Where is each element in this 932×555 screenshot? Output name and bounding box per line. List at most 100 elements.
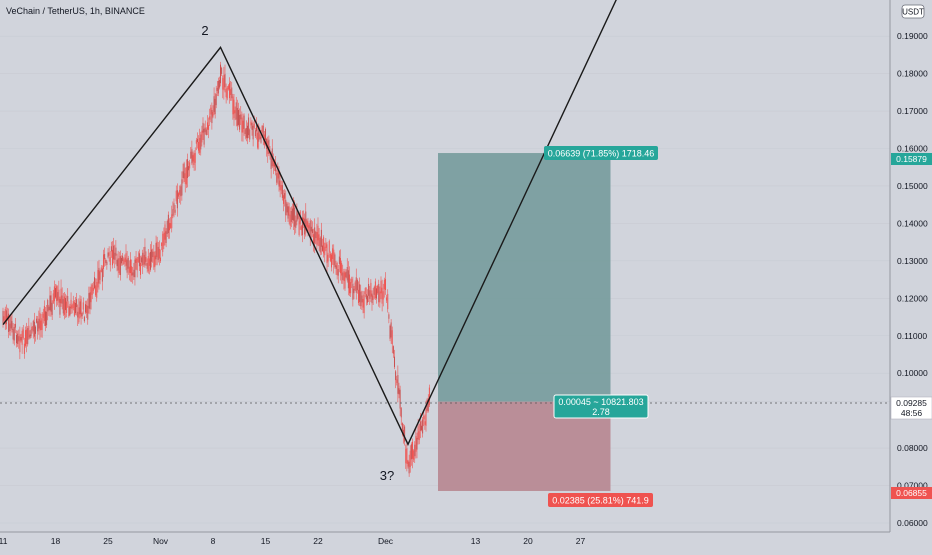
- candle-body: [379, 291, 381, 303]
- candle-body: [190, 151, 192, 159]
- current-price-badge: 0.09285 48:56: [890, 396, 932, 420]
- candle-body: [249, 129, 251, 140]
- candle-body: [298, 220, 300, 235]
- candle-body: [17, 333, 19, 344]
- candle-body: [41, 318, 43, 330]
- candle-body: [274, 162, 275, 167]
- candle-body: [103, 254, 104, 269]
- candle-body: [134, 259, 136, 278]
- candle-body: [421, 425, 422, 431]
- candle-body: [234, 110, 236, 114]
- candle-body: [250, 121, 252, 126]
- candle-body: [258, 125, 260, 142]
- candle-body: [113, 245, 115, 260]
- candle-body: [140, 263, 141, 275]
- candle-body: [172, 209, 174, 216]
- currency-badge[interactable]: USDT: [901, 4, 925, 19]
- price-tick-label: 0.17000: [897, 106, 928, 116]
- candle-body: [383, 279, 385, 290]
- candle-body: [251, 122, 253, 130]
- candle-body: [374, 281, 376, 299]
- candle-body: [3, 316, 5, 321]
- wave-low-label: 3?: [380, 468, 394, 483]
- candle-body: [169, 222, 170, 231]
- candle-body: [221, 67, 223, 74]
- candle-body: [115, 247, 117, 256]
- candle-body: [97, 269, 99, 288]
- candle-body: [245, 128, 247, 138]
- candle-body: [85, 304, 86, 313]
- candle-body: [61, 295, 63, 304]
- candle-body: [260, 136, 262, 143]
- target-label[interactable]: 0.06639 (71.85%) 1718.46: [544, 146, 658, 160]
- candle-body: [37, 321, 39, 332]
- candle-body: [410, 444, 412, 460]
- candle-body: [30, 329, 32, 337]
- candle-body: [417, 426, 419, 440]
- candle-body: [66, 301, 68, 313]
- candle-body: [399, 389, 401, 409]
- candle-body: [359, 284, 361, 303]
- price-tick-label: 0.18000: [897, 69, 928, 79]
- candle-body: [81, 312, 83, 317]
- candle-body: [51, 302, 53, 315]
- candle-body: [327, 254, 329, 262]
- candle-body: [186, 159, 188, 179]
- candle-body: [365, 294, 367, 300]
- candle-body: [185, 167, 187, 185]
- entry-label[interactable]: 0.00045 ~ 10821.803 2.78: [553, 394, 649, 419]
- price-scale[interactable]: 0.19000 0.18000 0.17000 0.16000 0.15000 0.140…: [889, 0, 932, 550]
- price-tick-label: 0.10000: [897, 368, 928, 378]
- candle-body: [117, 258, 119, 271]
- candle-body: [225, 88, 227, 98]
- candle-body: [403, 429, 404, 437]
- candle-body: [254, 130, 256, 137]
- price-tick-label: 0.12000: [897, 293, 928, 303]
- candle-body: [210, 107, 212, 115]
- candle-body: [394, 356, 395, 368]
- candle-body: [21, 330, 23, 345]
- candle-body: [227, 85, 229, 90]
- candle-body: [322, 245, 323, 251]
- candle-body: [307, 221, 309, 232]
- candle-body: [73, 302, 75, 316]
- candle-body: [275, 163, 277, 172]
- candle-body: [36, 318, 38, 323]
- candle-body: [43, 305, 45, 321]
- candle-body: [98, 267, 100, 284]
- candle-body: [368, 283, 370, 296]
- candle-body: [364, 288, 366, 295]
- candle-body: [415, 436, 417, 452]
- candle-body: [404, 426, 406, 442]
- candle-body: [151, 249, 153, 262]
- candle-body: [392, 346, 394, 354]
- time-tick-label: Nov: [153, 536, 169, 546]
- symbol-title: VeChain / TetherUS, 1h, BINANCE: [6, 6, 145, 16]
- candle-body: [371, 293, 373, 304]
- candle-body: [222, 78, 224, 90]
- svg-text:2.78: 2.78: [592, 407, 610, 417]
- candle-body: [108, 252, 110, 256]
- candle-body: [319, 237, 321, 253]
- candle-body: [390, 322, 392, 338]
- candle-body: [26, 329, 28, 344]
- candle-body: [35, 326, 36, 334]
- candle-body: [10, 316, 12, 329]
- candle-body: [110, 246, 112, 252]
- svg-text:0.15879: 0.15879: [896, 154, 927, 164]
- price-tick-label: 0.07000: [897, 481, 928, 491]
- candle-body: [284, 193, 286, 199]
- candle-body: [163, 232, 165, 246]
- candle-body: [40, 320, 42, 331]
- time-scale[interactable]: 11 18 25 Nov 8 15 22 Dec 13 20 27: [0, 531, 890, 550]
- candle-body: [154, 255, 156, 267]
- candle-body: [196, 138, 198, 143]
- candle-body: [239, 114, 241, 130]
- stop-label[interactable]: 0.02385 (25.81%) 741.9: [548, 493, 653, 507]
- price-tick-label: 0.13000: [897, 256, 928, 266]
- candle-body: [243, 115, 245, 129]
- candle-body: [183, 163, 185, 179]
- candle-body: [423, 415, 425, 420]
- candle-body: [107, 252, 109, 258]
